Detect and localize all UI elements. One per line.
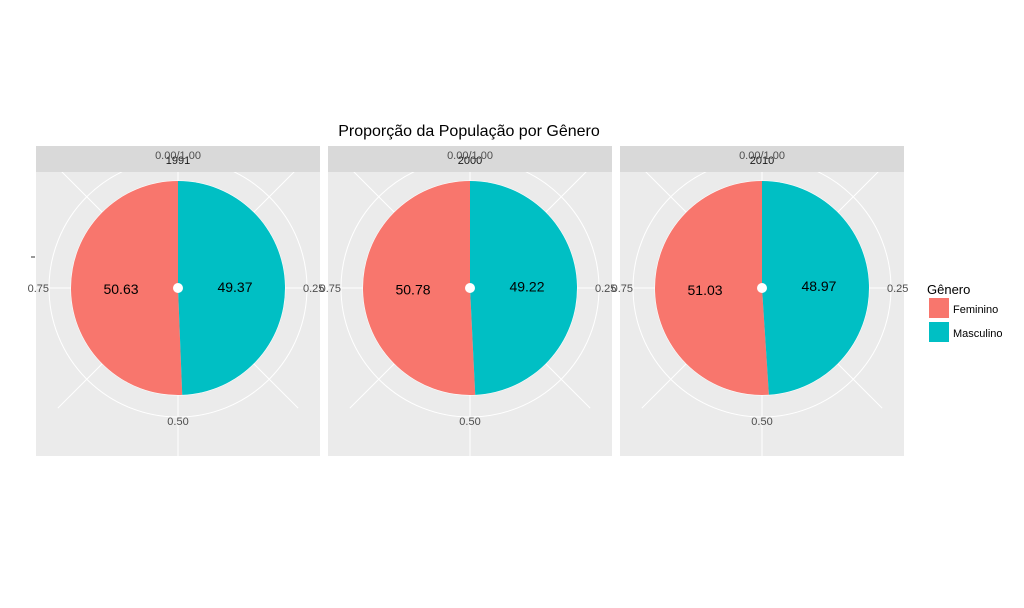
center-dot [757, 283, 767, 293]
data-label: 49.22 [509, 279, 544, 295]
legend-key-feminino [929, 298, 949, 318]
pie-slice-feminino [362, 181, 476, 395]
data-label: 51.03 [688, 282, 723, 298]
facet-panel-1991: 1991 50.63 49.37 0.00/1.00 0.25 0.50 0.75 [28, 146, 324, 456]
pie-slice-masculino [178, 181, 285, 395]
facet-strip-label: 1991 [166, 155, 190, 167]
chart-title: Proporção da População por Gênero [338, 123, 600, 140]
facet-panel-2000: 2000 50.78 49.22 0.00/1.00 0.25 0.50 0.75 [320, 146, 616, 456]
facet-strip-label: 2010 [750, 155, 774, 167]
center-dot [173, 283, 183, 293]
data-label: 50.63 [103, 281, 138, 297]
data-label: 50.78 [395, 281, 430, 297]
legend-label: Masculino [953, 328, 1003, 340]
facet-strip-label: 2000 [458, 155, 482, 167]
axis-tick-label: 0.50 [167, 416, 188, 428]
facet-strip [36, 146, 320, 172]
legend: Gênero Feminino Masculino [927, 282, 1003, 342]
axis-tick-label: 0.25 [595, 283, 616, 295]
axis-tick-label: 0.00/1.00 [155, 150, 201, 162]
facet-strip [620, 146, 904, 172]
data-label: 49.37 [217, 279, 252, 295]
axis-tick-label: 0.00/1.00 [447, 150, 493, 162]
legend-label: Feminino [953, 304, 998, 316]
pie-slice-feminino [654, 181, 769, 395]
axis-tick-label: 0.50 [459, 416, 480, 428]
pie-slice-masculino [762, 181, 869, 395]
facet-panel-2010: 2010 51.03 48.97 0.00/1.00 0.25 0.50 0.75 [612, 146, 908, 456]
axis-tick-label: 0.25 [303, 283, 324, 295]
data-label: 48.97 [801, 278, 836, 294]
facet-strip [328, 146, 612, 172]
legend-title: Gênero [927, 282, 970, 297]
center-dot [465, 283, 475, 293]
facet-panels: 1991 50.63 49.37 0.00/1.00 0.25 0.50 0.75 2000 5… [28, 146, 908, 456]
axis-tick-label: 0.25 [887, 283, 908, 295]
pie-slice-feminino [70, 181, 183, 395]
pie-slice-masculino [470, 181, 577, 395]
axis-tick-label: 0.75 [320, 283, 341, 295]
axis-tick-label: 0.75 [28, 283, 49, 295]
legend-key-masculino [929, 322, 949, 342]
axis-tick-label: 0.50 [751, 416, 772, 428]
axis-tick-label: 0.75 [612, 283, 633, 295]
axis-tick-label: 0.00/1.00 [739, 150, 785, 162]
